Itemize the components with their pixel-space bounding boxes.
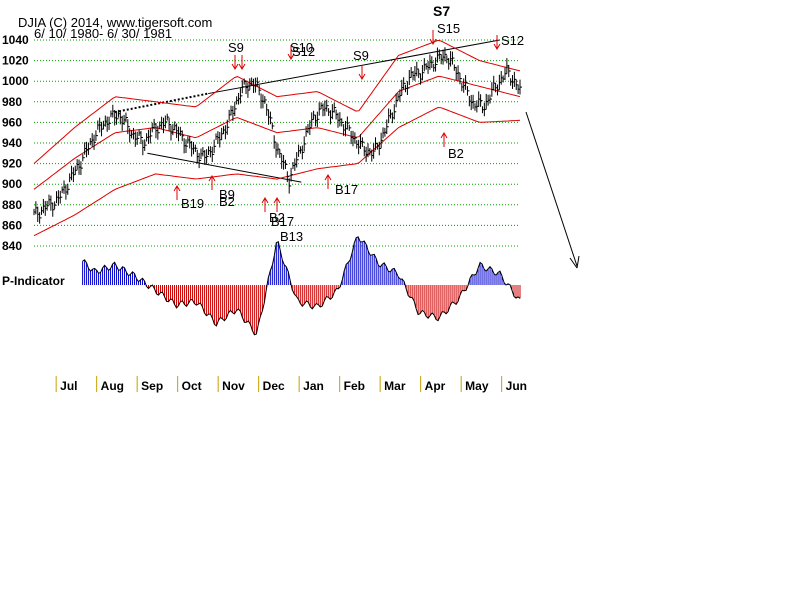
y-tick-label: 960 — [2, 115, 22, 129]
signal-label-s9: S9 — [228, 40, 244, 55]
signal-label-s12: S12 — [501, 33, 524, 48]
buy-arrow — [261, 197, 269, 212]
month-label-jul: Jul — [60, 379, 77, 393]
y-tick-label: 940 — [2, 136, 22, 150]
month-label-mar: Mar — [384, 379, 406, 393]
signal-label-b2: B2 — [448, 146, 464, 161]
signal-label-s9: S9 — [353, 48, 369, 63]
signal-label-b17: B17 — [271, 214, 294, 229]
projection-arrow — [525, 111, 578, 267]
y-tick-label: 880 — [2, 198, 22, 212]
month-axis: Jul Aug Sep Oct Nov Dec Jan Feb Mar Apr May Jun — [55, 376, 527, 393]
y-tick-label: 840 — [2, 239, 22, 253]
sell-arrow — [358, 65, 366, 80]
month-label-nov: Nov — [222, 379, 245, 393]
buy-arrow — [208, 175, 216, 190]
y-tick-label: 1040 — [2, 33, 29, 47]
lower-band-line — [33, 106, 521, 237]
signal-label-b2: B2 — [219, 194, 235, 209]
signal-label-b2: B2 — [269, 210, 285, 225]
trendlines — [114, 39, 580, 269]
y-tick-label: 980 — [2, 95, 22, 109]
signal-label-b17: B17 — [335, 182, 358, 197]
y-tick-label: 1020 — [2, 54, 29, 68]
month-label-feb: Feb — [344, 379, 365, 393]
signal-label-s7: S7 — [433, 3, 450, 19]
middle-band-line — [33, 75, 521, 190]
month-label-jan: Jan — [303, 379, 324, 393]
signal-label-b9: B9 — [219, 187, 235, 202]
sell-arrow — [493, 35, 501, 50]
month-label-oct: Oct — [182, 379, 202, 393]
price-bars — [33, 47, 522, 224]
signal-label-s15: S15 — [437, 21, 460, 36]
sell-arrow — [238, 55, 246, 70]
chart-title: DJIA (C) 2014, www.tigersoft.com — [18, 15, 212, 30]
y-tick-label: 860 — [2, 218, 22, 232]
signal-label-b13: B13 — [280, 229, 303, 244]
month-label-may: May — [465, 379, 489, 393]
y-tick-labels: 840 860 880 900 920 940 960 980 1000 1020 1040 — [2, 33, 29, 253]
bands — [33, 39, 521, 237]
buy-arrow — [440, 132, 448, 147]
month-label-aug: Aug — [101, 379, 124, 393]
month-label-jun: Jun — [506, 379, 527, 393]
indicator-label: P-Indicator — [2, 274, 65, 288]
buy-arrow — [324, 174, 332, 189]
month-label-apr: Apr — [425, 379, 446, 393]
buy-arrow — [273, 197, 281, 212]
date-range: 6/ 10/ 1980- 6/ 30/ 1981 — [34, 26, 172, 41]
signal-label-s10: S10 — [290, 40, 313, 55]
signal-label-b19: B19 — [181, 196, 204, 211]
signal-label-s12: S12 — [292, 44, 315, 59]
y-tick-label: 1000 — [2, 74, 29, 88]
y-tick-label: 900 — [2, 177, 22, 191]
lower-channel-line — [147, 152, 302, 183]
p-indicator-bars — [82, 236, 521, 336]
month-label-dec: Dec — [263, 379, 285, 393]
sell-arrow — [287, 45, 295, 60]
month-label-sep: Sep — [141, 379, 163, 393]
buy-arrow — [173, 185, 181, 200]
sell-arrow — [231, 55, 239, 70]
sell-arrow — [429, 30, 437, 45]
projection-arrowhead — [569, 255, 580, 269]
upper-band-line — [33, 39, 521, 164]
indicator-outline — [82, 236, 521, 336]
y-tick-label: 920 — [2, 157, 22, 171]
